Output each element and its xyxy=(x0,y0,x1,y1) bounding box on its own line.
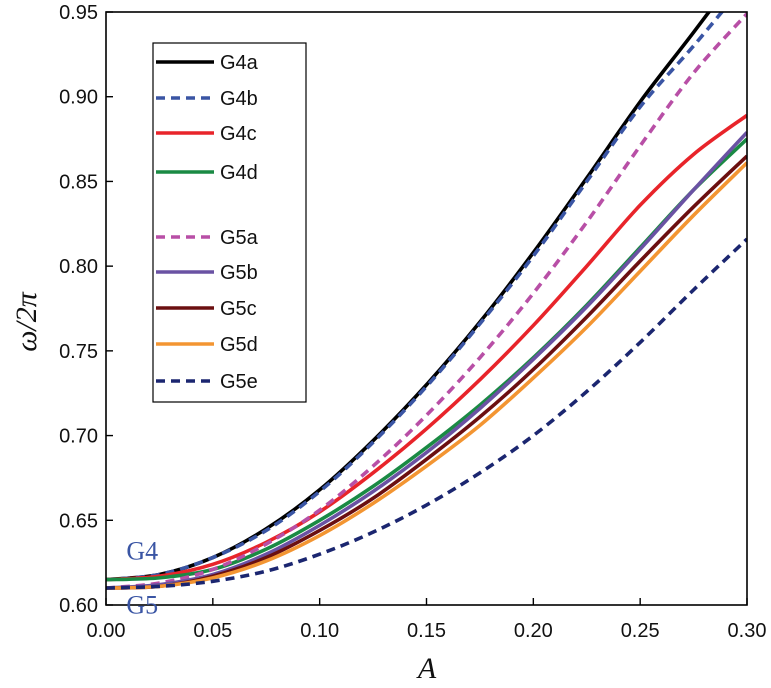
legend-label: G5d xyxy=(220,334,258,356)
x-tick-label: 0.00 xyxy=(87,620,126,642)
x-axis-title: A xyxy=(416,652,437,685)
legend-box xyxy=(152,42,307,403)
legend-label: G4d xyxy=(220,162,258,184)
legend-item-g4b: G4b xyxy=(156,88,258,110)
legend-item-g5b: G5b xyxy=(156,262,258,284)
legend-label: G5b xyxy=(220,262,258,284)
series-line-g4b xyxy=(106,12,725,582)
x-tick-label: 0.10 xyxy=(300,620,339,642)
y-tick-label: 0.75 xyxy=(59,341,98,363)
series-line-g5e xyxy=(106,237,747,590)
legend-label: G5c xyxy=(220,298,257,320)
x-tick-label: 0.30 xyxy=(728,620,767,642)
series-line-g5d xyxy=(106,161,747,590)
annotation-g5: G5 xyxy=(126,591,158,620)
y-tick-label: 0.70 xyxy=(59,426,98,448)
y-tick-label: 0.60 xyxy=(59,595,98,617)
legend-label: G4b xyxy=(220,88,258,110)
y-tick-label: 0.65 xyxy=(59,510,98,532)
legend-item-g5d: G5d xyxy=(156,334,258,356)
y-axis-title: ω/2π xyxy=(10,291,43,352)
ticks-layer: 0.00 0.05 0.10 0.15 0.20 0.25 0.30 0.60 0.65 0.70… xyxy=(59,2,766,642)
y-tick-label: 0.80 xyxy=(59,256,98,278)
legend-item-g5c: G5c xyxy=(156,298,257,320)
legend: G4a G4b G4c G4d G5a G5b G5c G5d G5e xyxy=(152,42,307,403)
x-tick-label: 0.20 xyxy=(514,620,553,642)
x-tick-label: 0.15 xyxy=(407,620,446,642)
legend-label: G4c xyxy=(220,123,257,145)
y-tick-label: 0.95 xyxy=(59,2,98,24)
legend-label: G5e xyxy=(220,371,258,393)
y-tick-label: 0.90 xyxy=(59,87,98,109)
legend-item-g4d: G4d xyxy=(156,162,258,184)
legend-item-g5e: G5e xyxy=(156,371,258,393)
legend-label: G5a xyxy=(220,227,259,249)
legend-item-g4a: G4a xyxy=(156,52,259,74)
annotation-g4: G4 xyxy=(126,536,158,565)
series-layer xyxy=(106,12,747,590)
x-tick-label: 0.05 xyxy=(193,620,232,642)
legend-label: G4a xyxy=(220,52,259,74)
legend-item-g4c: G4c xyxy=(156,123,257,145)
x-tick-label: 0.25 xyxy=(621,620,660,642)
series-line-g4c xyxy=(106,113,747,582)
legend-item-g5a: G5a xyxy=(156,227,259,249)
y-tick-label: 0.85 xyxy=(59,171,98,193)
